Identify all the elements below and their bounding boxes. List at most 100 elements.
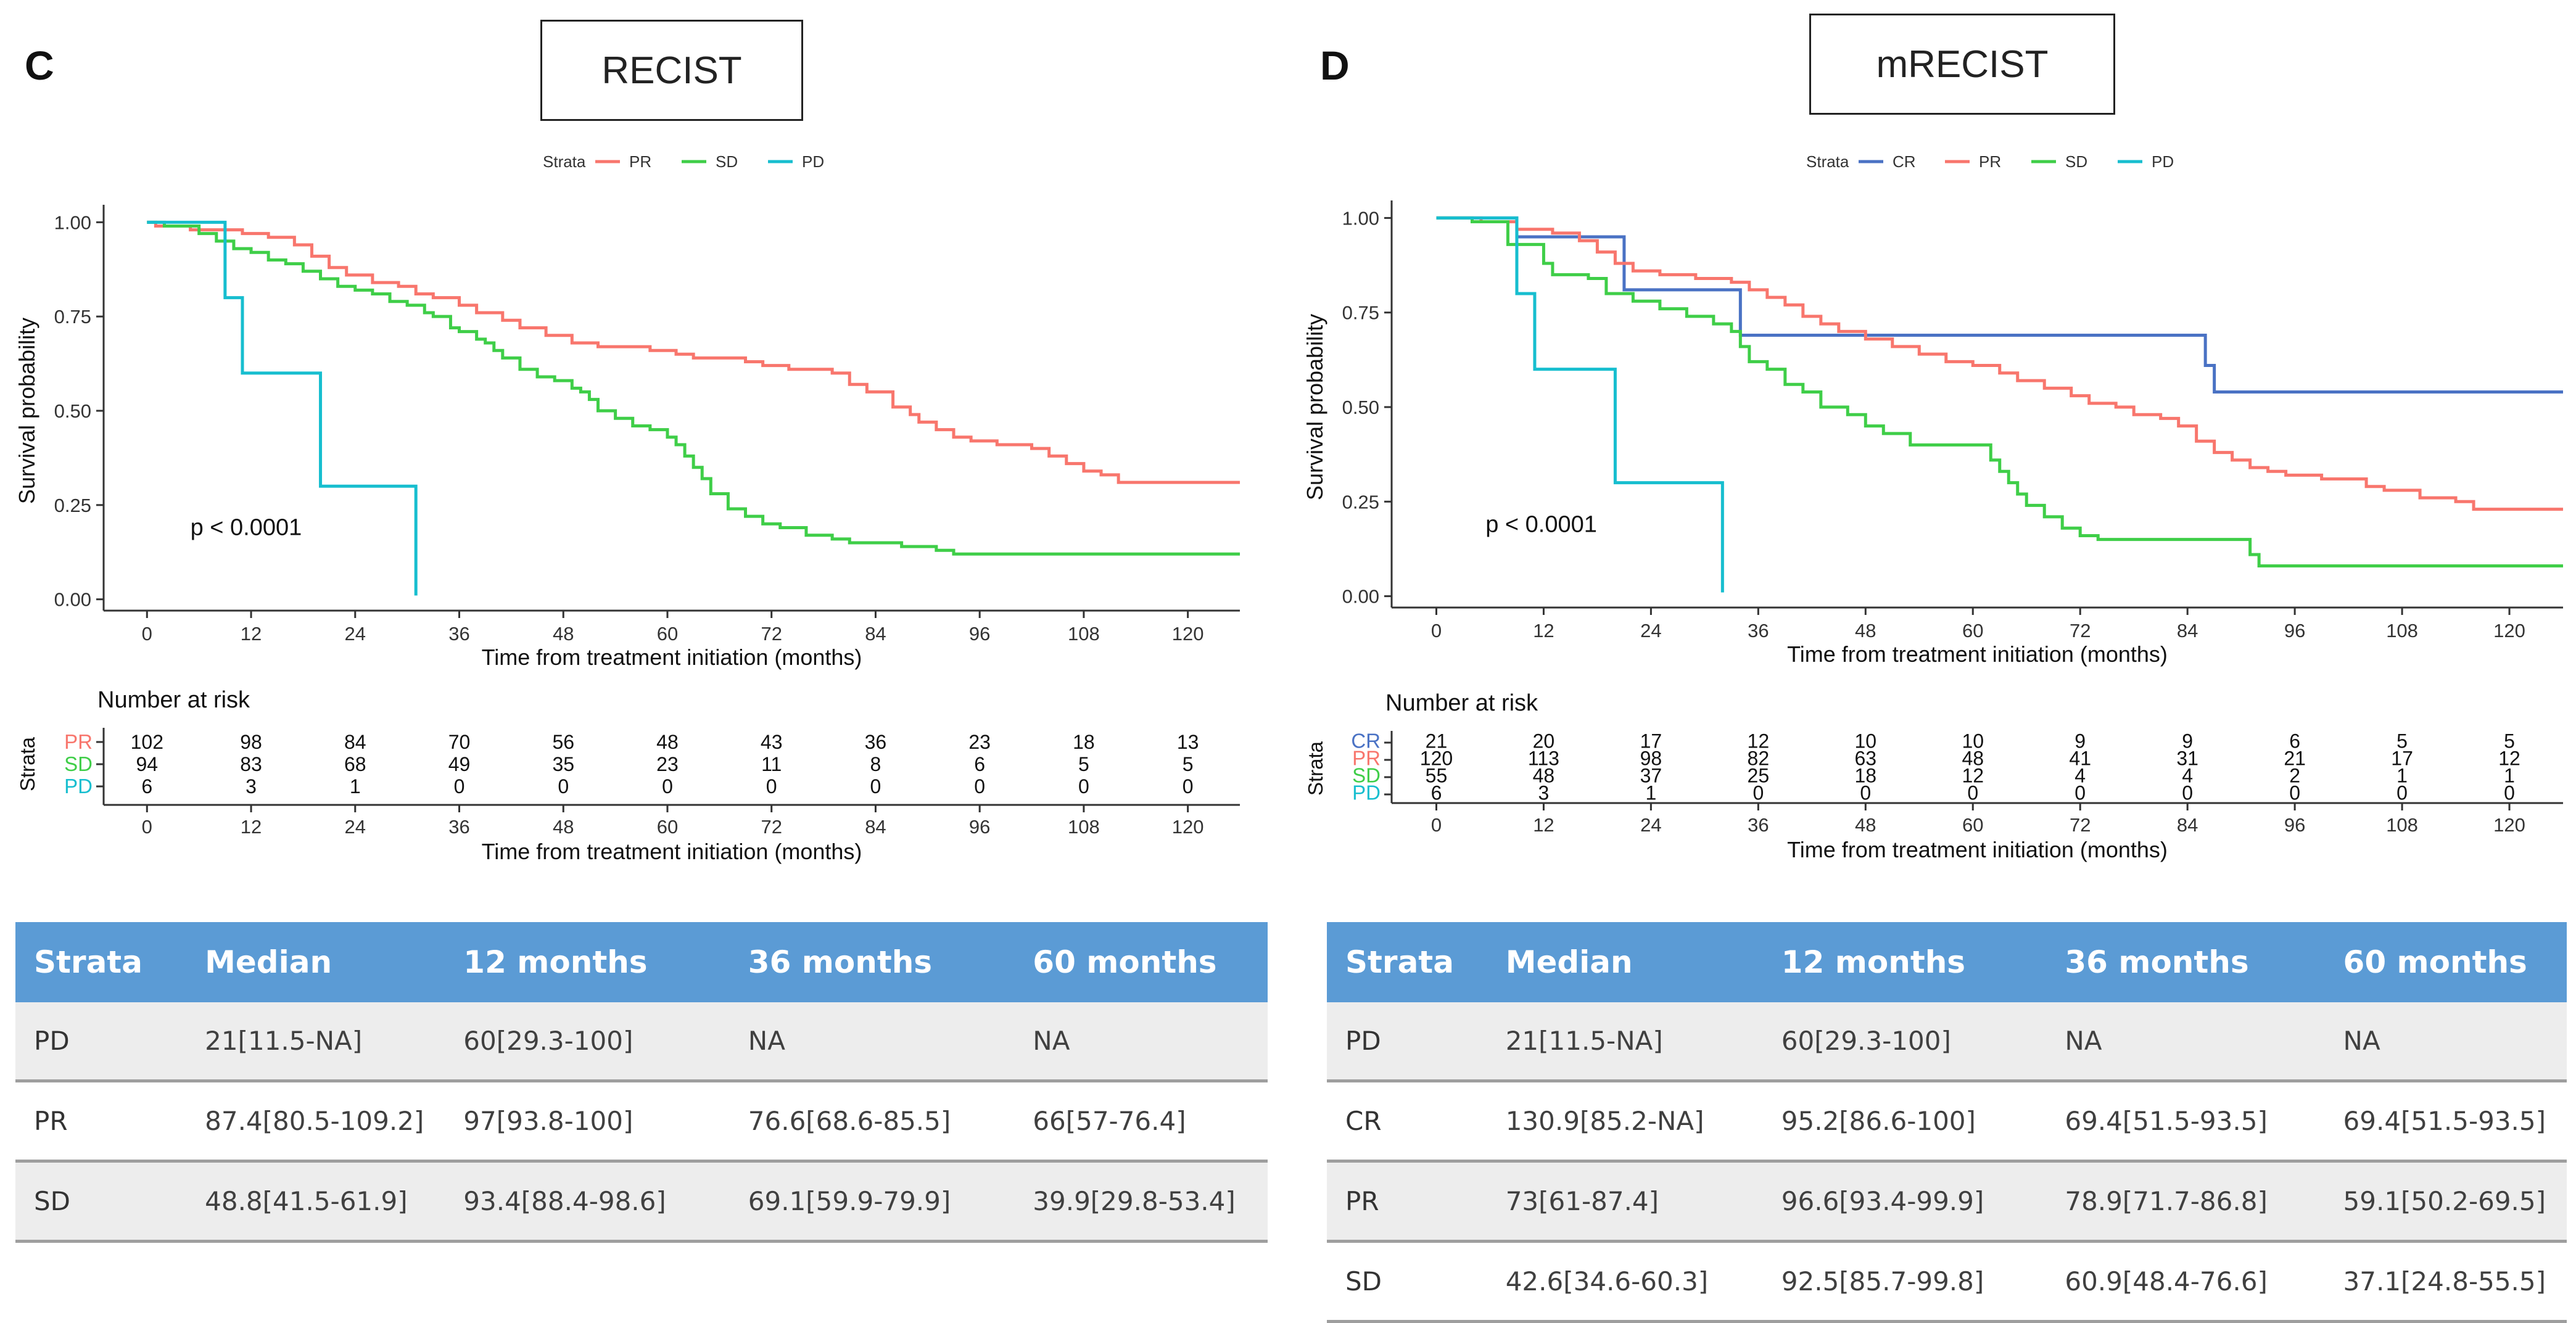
risk-x-tick-label: 24 <box>1640 814 1661 836</box>
panel-c: C RECIST Strata PR SD PD 0.00 0.25 0.50 0.75 1.0… <box>0 0 1288 1302</box>
km-chart-mrecist: Strata CR PR SD PD0.000.250.500.751.000 12 24 3… <box>1302 152 2563 862</box>
y-tick-label: 0.25 <box>54 495 91 516</box>
x-tick-label: 84 <box>2177 620 2198 641</box>
risk-x-tick-label: 60 <box>657 816 678 838</box>
table-cell: 96.6[93.4-99.9] <box>1762 1161 2047 1243</box>
km-curve-pd <box>147 220 418 596</box>
table-row: PR 73[61-87.4] 96.6[93.4-99.9] 78.9[71.7-86… <box>1327 1161 2567 1243</box>
legend-title: Strata <box>543 152 586 171</box>
table-header-cell: 60 months <box>1014 922 1268 1002</box>
risk-value: 0 <box>662 775 673 798</box>
risk-value: 55 <box>1426 764 1448 786</box>
risk-value: 6 <box>974 753 985 775</box>
y-axis-title: Survival probability <box>14 318 39 504</box>
risk-x-tick-label: 0 <box>1431 814 1442 836</box>
risk-value: 0 <box>2289 781 2300 804</box>
table-cell: 60[29.3-100] <box>1762 1002 2047 1082</box>
risk-row-label-pd: PD <box>64 775 93 798</box>
risk-row-label-cr: CR <box>1351 729 1381 752</box>
table-header-cell: 36 months <box>729 922 1015 1002</box>
risk-value: 0 <box>2182 781 2193 804</box>
legend-label-pd: PD <box>802 152 824 171</box>
table-cell: 69.4[51.5-93.5] <box>2046 1081 2325 1163</box>
x-tick-label: 12 <box>241 623 262 645</box>
risk-value: 4 <box>2074 764 2086 786</box>
risk-row-label-pr: PR <box>1352 746 1381 769</box>
risk-value: 12 <box>1962 764 1984 786</box>
x-tick-label: 24 <box>1640 620 1661 641</box>
table-cell: NA <box>2324 1002 2567 1082</box>
risk-value: 0 <box>454 775 465 798</box>
table-cell: NA <box>1014 1002 1268 1082</box>
table-header-row: Strata Median 12 months 36 months 60 months <box>1327 922 2567 1002</box>
risk-value: 9 <box>2074 730 2086 752</box>
table-header-cell: Strata <box>15 922 187 1002</box>
risk-value: 94 <box>136 753 159 775</box>
y-tick-label: 0.00 <box>54 589 91 611</box>
x-tick-label: 60 <box>657 623 678 645</box>
risk-x-tick-label: 108 <box>1068 816 1100 838</box>
risk-x-tick-label: 60 <box>1962 814 1983 836</box>
risk-value: 48 <box>1962 747 1984 769</box>
risk-x-tick-label: 96 <box>2284 814 2305 836</box>
risk-value: 1 <box>2504 764 2515 786</box>
risk-value: 9 <box>2182 730 2193 752</box>
risk-value: 25 <box>1748 764 1770 786</box>
risk-x-axis-title: Time from treatment initiation (months) <box>1787 837 2168 862</box>
risk-value: 5 <box>1078 753 1089 775</box>
risk-value: 3 <box>1538 781 1550 804</box>
risk-value: 18 <box>1073 731 1095 753</box>
risk-value: 63 <box>1855 747 1877 769</box>
method-title-box: mRECIST <box>1809 14 2115 115</box>
table-header-cell: 12 months <box>1762 922 2047 1002</box>
risk-x-tick-label: 36 <box>448 816 469 838</box>
summary-table-recist: Strata Median 12 months 36 months 60 months P… <box>15 922 1268 1243</box>
x-tick-label: 0 <box>1431 620 1442 641</box>
y-tick-label: 0.25 <box>1342 491 1379 513</box>
risk-value: 12 <box>2498 747 2520 769</box>
x-tick-label: 108 <box>1068 623 1100 645</box>
x-tick-label: 12 <box>1533 620 1554 641</box>
risk-value: 8 <box>870 753 881 775</box>
km-curve-pr <box>147 220 1240 484</box>
table-cell: PR <box>1327 1161 1487 1243</box>
risk-value: 31 <box>2176 747 2198 769</box>
p-value-annotation: p < 0.0001 <box>1485 511 1597 537</box>
x-tick-label: 72 <box>761 623 782 645</box>
risk-value: 0 <box>1967 781 1978 804</box>
risk-value: 5 <box>1183 753 1194 775</box>
table-cell: 66[57-76.4] <box>1014 1081 1268 1163</box>
y-tick-label: 0.75 <box>54 306 91 328</box>
table-row: SD 42.6[34.6-60.3] 92.5[85.7-99.8] 60.9[48.… <box>1327 1241 2567 1323</box>
y-tick-label: 0.75 <box>1342 302 1379 324</box>
risk-value: 82 <box>1748 747 1770 769</box>
risk-table-title: Number at risk <box>1385 690 1538 716</box>
risk-value: 6 <box>2289 730 2300 752</box>
legend-label-pr: PR <box>1979 152 2001 171</box>
risk-x-tick-label: 96 <box>969 816 990 838</box>
risk-value: 36 <box>865 731 887 753</box>
risk-row-label-sd: SD <box>1352 764 1381 786</box>
x-tick-label: 120 <box>1172 623 1204 645</box>
method-title-box: RECIST <box>540 20 803 121</box>
risk-value: 84 <box>344 731 366 753</box>
risk-value: 0 <box>766 775 777 798</box>
x-tick-label: 36 <box>448 623 469 645</box>
summary-table-mrecist: Strata Median 12 months 36 months 60 months P… <box>1327 922 2567 1323</box>
x-tick-label: 0 <box>142 623 152 645</box>
y-tick-label: 0.00 <box>1342 586 1379 608</box>
risk-value: 23 <box>656 753 679 775</box>
x-tick-label: 120 <box>2493 620 2525 641</box>
risk-strata-label: Strata <box>16 736 39 791</box>
table-cell: 97[93.8-100] <box>445 1081 730 1163</box>
table-cell: NA <box>2046 1002 2325 1082</box>
risk-x-tick-label: 24 <box>345 816 366 838</box>
x-tick-label: 36 <box>1748 620 1769 641</box>
table-cell: 69.4[51.5-93.5] <box>2324 1081 2567 1163</box>
table-row: PR 87.4[80.5-109.2] 97[93.8-100] 76.6[68.6-… <box>15 1081 1268 1163</box>
legend-label-pr: PR <box>629 152 651 171</box>
risk-value: 113 <box>1528 747 1559 769</box>
table-cell: 69.1[59.9-79.9] <box>729 1161 1015 1243</box>
table-row: PD 21[11.5-NA] 60[29.3-100] NA NA <box>15 1002 1268 1082</box>
x-tick-label: 48 <box>553 623 574 645</box>
